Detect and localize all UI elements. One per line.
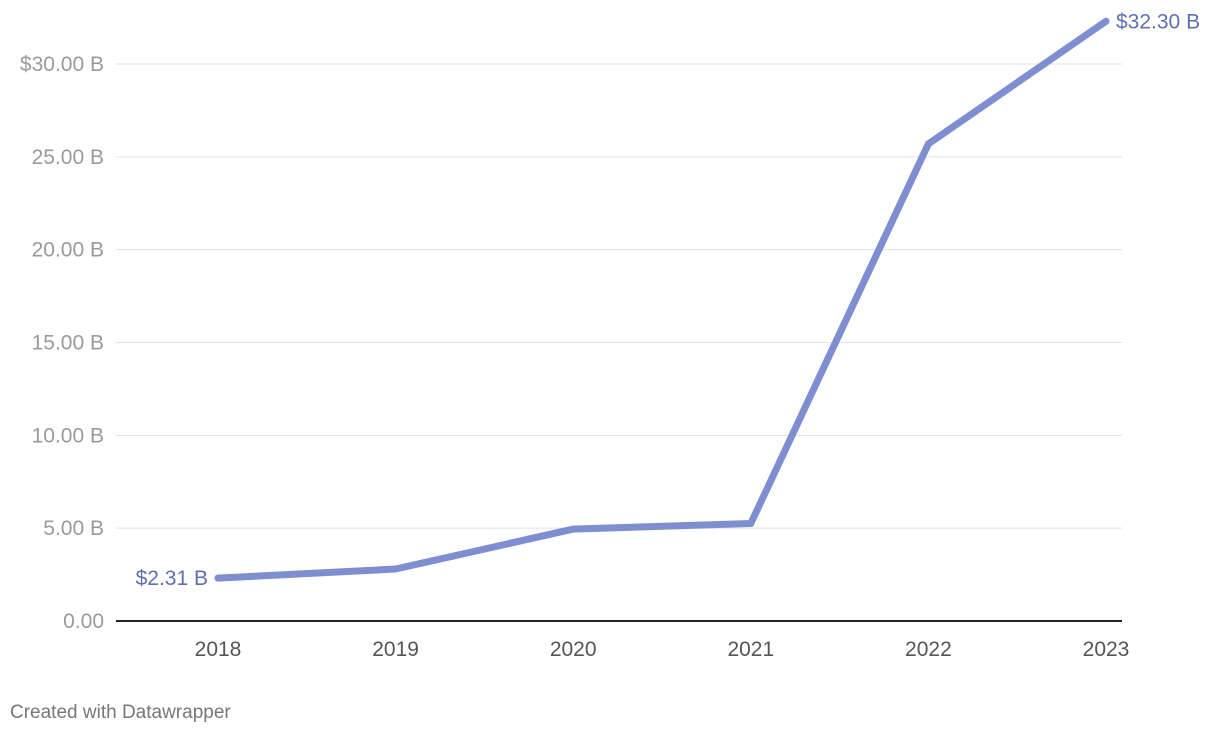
x-tick-label: 2023 xyxy=(1083,638,1130,661)
data-point xyxy=(214,574,222,582)
y-tick-label: $30.00 B xyxy=(20,53,104,76)
data-label-last: $32.30 B xyxy=(1116,10,1200,33)
x-tick-label: 2022 xyxy=(905,638,952,661)
y-tick-label: 20.00 B xyxy=(32,239,104,262)
x-tick-label: 2019 xyxy=(372,638,419,661)
x-tick-label: 2020 xyxy=(550,638,597,661)
data-point xyxy=(569,525,577,533)
data-point xyxy=(1102,17,1110,25)
y-tick-label: 25.00 B xyxy=(32,146,104,169)
y-tick-label: 15.00 B xyxy=(32,332,104,355)
data-label-first: $2.31 B xyxy=(136,567,208,590)
series-line xyxy=(214,17,1110,582)
y-tick-label: 0.00 xyxy=(63,610,104,633)
data-point xyxy=(924,140,932,148)
y-tick-label: 5.00 B xyxy=(43,517,104,540)
footer-credit: Created with Datawrapper xyxy=(10,702,231,723)
data-point xyxy=(747,520,755,528)
x-tick-label: 2018 xyxy=(195,638,242,661)
x-tick-label: 2021 xyxy=(727,638,774,661)
data-point xyxy=(392,565,400,573)
y-tick-label: 10.00 B xyxy=(32,424,104,447)
